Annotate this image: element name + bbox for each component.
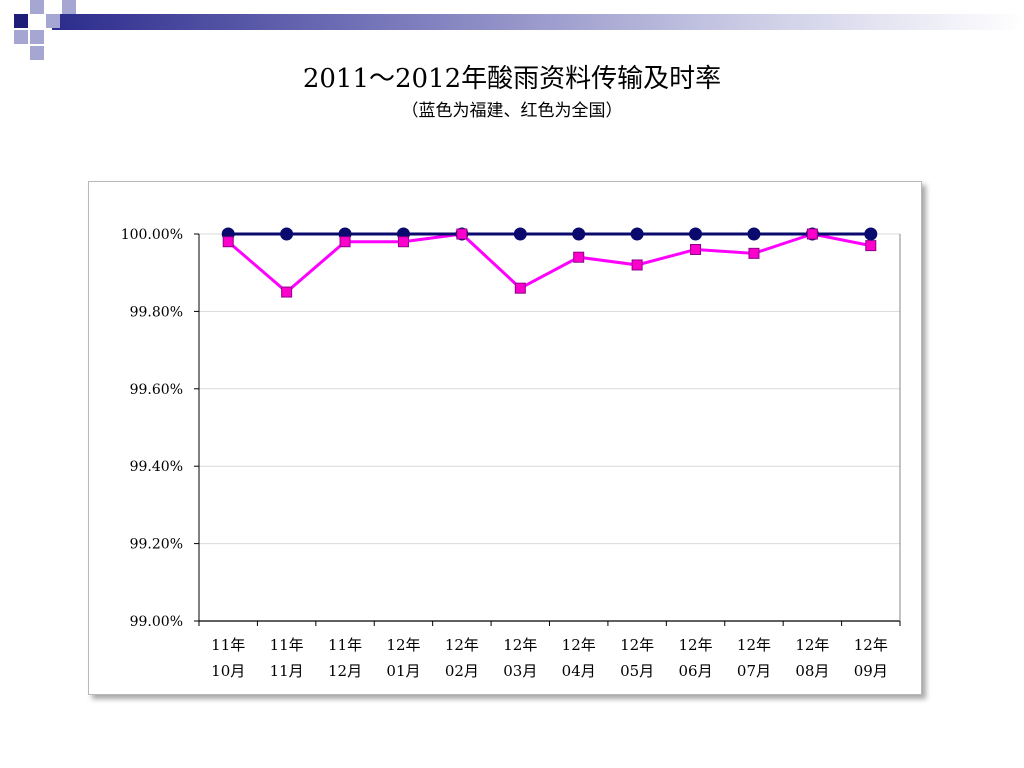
national-point <box>456 228 468 240</box>
x-tick-label: 12月 <box>328 662 362 680</box>
slide-subtitle: （蓝色为福建、红色为全国） <box>401 101 623 121</box>
national-point <box>631 259 643 271</box>
fujian-point <box>572 227 586 241</box>
fujian-point <box>864 227 878 241</box>
fujian-point <box>689 227 703 241</box>
national-point <box>281 286 293 298</box>
national-point <box>573 251 585 263</box>
x-tick-label: 12年 <box>503 636 537 654</box>
x-tick-label: 03月 <box>503 662 537 680</box>
y-tick-label: 100.00% <box>121 227 183 243</box>
x-tick-label: 10月 <box>211 662 245 680</box>
deco-square <box>30 30 44 44</box>
fujian-point <box>747 227 761 241</box>
national-point <box>748 247 760 259</box>
national-point <box>222 236 234 248</box>
x-tick-label: 07月 <box>737 662 771 680</box>
x-tick-label: 12年 <box>795 636 829 654</box>
x-tick-label: 05月 <box>620 662 654 680</box>
header-gradient-bar <box>52 14 1024 30</box>
x-tick-label: 12年 <box>620 636 654 654</box>
x-tick-label: 12年 <box>678 636 712 654</box>
x-tick-label: 12年 <box>737 636 771 654</box>
x-tick-label: 11月 <box>270 662 304 680</box>
fujian-point <box>630 227 644 241</box>
x-tick-label: 01月 <box>386 662 420 680</box>
header-decoration <box>0 0 1024 60</box>
national-point <box>806 228 818 240</box>
deco-square <box>14 30 28 44</box>
slide-title: 2011～2012年酸雨资料传输及时率 <box>302 64 722 94</box>
x-tick-label: 12年 <box>562 636 596 654</box>
x-tick-label: 02月 <box>445 662 479 680</box>
x-tick-label: 06月 <box>678 662 712 680</box>
deco-square <box>30 0 44 14</box>
x-tick-label: 11年 <box>328 636 362 654</box>
national-point <box>514 282 526 294</box>
x-tick-label: 09月 <box>854 662 888 680</box>
national-point <box>339 236 351 248</box>
y-tick-label: 99.20% <box>130 537 183 553</box>
line-chart: 99.00% 99.20% 99.40% 99.60% 99.80% 100.00% 11年… <box>121 227 901 680</box>
x-tick-label: 08月 <box>795 662 829 680</box>
x-tick-label: 12年 <box>386 636 420 654</box>
series-national-line <box>227 232 872 295</box>
deco-square <box>62 0 76 14</box>
deco-square <box>14 14 28 28</box>
fujian-point <box>513 227 527 241</box>
deco-square <box>46 14 60 28</box>
x-tick-label: 04月 <box>562 662 596 680</box>
chart-container: 99.00% 99.20% 99.40% 99.60% 99.80% 100.00% 11年… <box>88 181 922 695</box>
y-tick-label: 99.60% <box>130 382 183 398</box>
x-tick-label: 12年 <box>445 636 479 654</box>
national-point <box>397 236 409 248</box>
x-tick-label: 11年 <box>270 636 304 654</box>
national-point <box>690 243 702 255</box>
fujian-point <box>280 227 294 241</box>
y-tick-label: 99.80% <box>130 304 183 320</box>
x-tick-label: 11年 <box>211 636 245 654</box>
x-tick-label: 12年 <box>854 636 888 654</box>
y-tick-label: 99.40% <box>130 459 183 475</box>
deco-square <box>30 46 44 60</box>
y-tick-label: 99.00% <box>130 614 183 630</box>
national-point <box>865 240 877 252</box>
